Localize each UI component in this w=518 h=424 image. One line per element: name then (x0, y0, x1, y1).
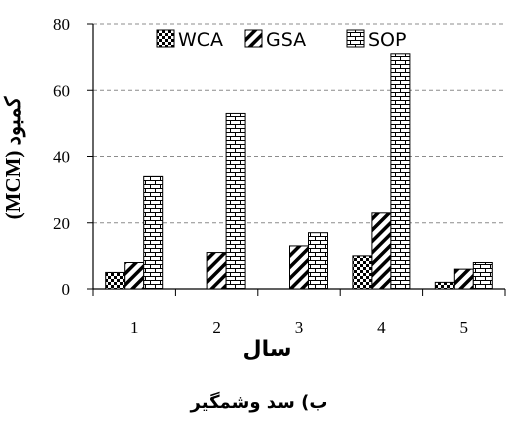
legend-label-wca: WCA (178, 29, 223, 51)
legend-label-gsa: GSA (266, 29, 306, 51)
bar-sop-5 (472, 262, 493, 290)
bar-sop-4 (390, 53, 411, 290)
legend-swatch-sop (346, 29, 365, 48)
figure-caption: ب) سد وشمگیر (190, 392, 328, 413)
x-tick-label: 5 (460, 318, 469, 337)
x-tick-label: 3 (295, 318, 304, 337)
y-tick-label: 40 (53, 148, 70, 167)
x-axis-title: سال (243, 337, 292, 362)
bar-gsa-2 (206, 252, 227, 290)
y-axis-title: کمبود (MCM) (1, 96, 26, 220)
tick-labels: 0 20 40 60 80 1 2 3 4 5 (53, 15, 468, 337)
y-tick-label: 0 (62, 280, 71, 299)
y-tick-label: 80 (53, 15, 70, 34)
y-tick-label: 60 (53, 81, 70, 100)
bar-gsa-3 (289, 245, 309, 290)
bar-gsa-5 (453, 268, 474, 290)
legend-swatch-gsa (244, 29, 263, 48)
bars (105, 53, 493, 290)
bar-sop-3 (308, 232, 328, 290)
x-tick-label: 4 (377, 318, 386, 337)
bar-wca-1 (105, 271, 126, 290)
x-tick-label: 2 (212, 318, 221, 337)
legend: WCA GSA SOP (156, 29, 406, 51)
legend-label-sop: SOP (368, 29, 406, 51)
bar-gsa-1 (124, 262, 145, 290)
bar-wca-4 (352, 255, 373, 290)
x-tick-label: 1 (130, 318, 139, 337)
y-tick-label: 20 (53, 214, 70, 233)
bar-sop-1 (143, 175, 164, 290)
bar-gsa-4 (371, 212, 392, 290)
gridlines (93, 23, 505, 224)
bar-sop-2 (225, 112, 246, 290)
bar-wca-5 (434, 281, 455, 290)
legend-swatch-wca (156, 29, 175, 48)
